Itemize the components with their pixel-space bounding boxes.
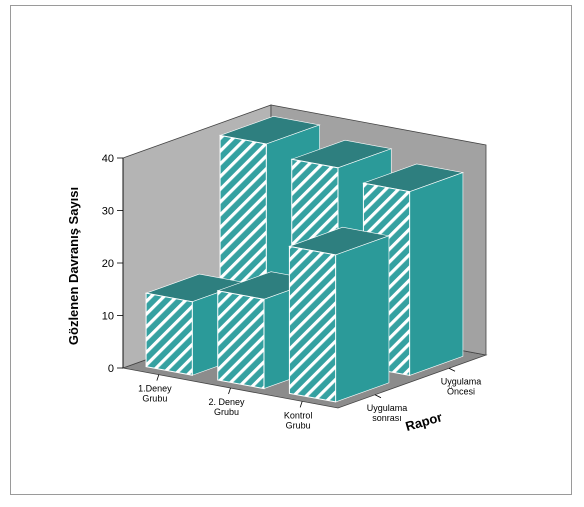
bar-side — [409, 172, 464, 376]
depth-axis-title: Rapor — [404, 409, 444, 434]
y-tick-label: 40 — [102, 153, 114, 165]
bar-uygulama-sonrasi — [288, 226, 391, 403]
y-axis: 0 10 20 30 40 — [102, 153, 124, 375]
bar-front — [288, 245, 337, 403]
y-axis-title: Gözlenen Davranış Sayısı — [66, 187, 81, 345]
x-tick-label: 2. Deney — [208, 397, 245, 407]
x-tick-label: 1.Deney — [138, 384, 172, 394]
y-tick-label: 0 — [108, 363, 114, 375]
depth-tick-label: Öncesi — [447, 386, 475, 396]
x-tick-label: Grubu — [142, 394, 167, 404]
x-tick-label: Grubu — [214, 407, 239, 417]
depth-tick-mark — [374, 394, 382, 399]
y-tick-label: 30 — [102, 206, 114, 218]
y-tick-label: 20 — [102, 258, 114, 270]
bar-front — [217, 290, 265, 390]
x-tick-mark — [299, 401, 303, 408]
y-tick-label: 10 — [102, 311, 114, 323]
bar-side — [335, 235, 390, 403]
x-tick-mark — [156, 374, 160, 381]
x-tick-label: Kontrol — [284, 410, 313, 420]
depth-tick-label: sonrası — [372, 413, 402, 423]
bar-front — [145, 292, 193, 376]
depth-tick-label: Uygulama — [441, 376, 482, 386]
x-tick-label: Grubu — [286, 420, 311, 430]
depth-tick-mark — [448, 367, 456, 372]
x-tick-mark — [228, 387, 231, 395]
bars — [144, 116, 465, 403]
depth-tick-label: Uygulama — [367, 403, 408, 413]
